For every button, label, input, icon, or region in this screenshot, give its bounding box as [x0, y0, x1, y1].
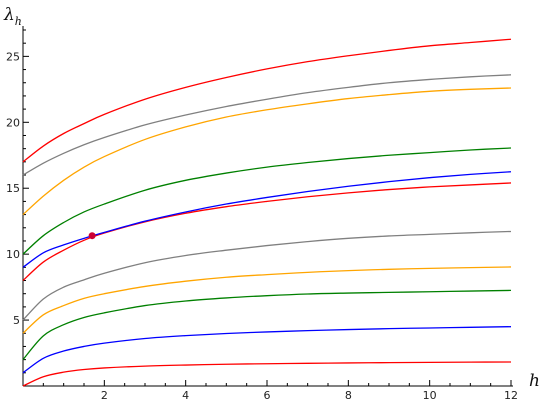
- y-axis-label-sub: h: [15, 15, 22, 28]
- points-layer: [88, 232, 96, 240]
- x-axis-label: h: [529, 371, 540, 391]
- series-line-2: [22, 326, 512, 374]
- x-tick-label: 10: [423, 389, 437, 402]
- series-line-11: [22, 38, 512, 163]
- x-tick-label: 12: [504, 389, 518, 402]
- y-axis-label-main: λ: [3, 5, 15, 25]
- series-line-3: [22, 289, 512, 361]
- series-line-1: [22, 361, 512, 387]
- series-line-9: [22, 87, 512, 216]
- x-tick-label: 8: [345, 389, 352, 402]
- series-line-6: [22, 182, 512, 282]
- y-tick-label: 5: [13, 314, 20, 327]
- series-layer: [22, 38, 512, 387]
- series-line-10: [22, 74, 512, 176]
- y-tick-label: 20: [6, 116, 20, 129]
- y-tick-label: 15: [6, 182, 20, 195]
- series-line-7: [22, 171, 512, 268]
- y-tick-label: 25: [6, 50, 20, 63]
- ticks: 2 4 6 8 10 12 5 10 15 20 25: [6, 29, 518, 402]
- y-axis-label: λh: [3, 5, 22, 28]
- x-tick-label: 4: [182, 389, 189, 402]
- series-line-5: [22, 230, 512, 321]
- marked-point: [88, 232, 96, 240]
- x-tick-label: 6: [264, 389, 271, 402]
- x-tick-label: 2: [101, 389, 108, 402]
- y-tick-label: 10: [6, 248, 20, 261]
- series-line-4: [22, 266, 512, 334]
- series-line-8: [22, 147, 512, 255]
